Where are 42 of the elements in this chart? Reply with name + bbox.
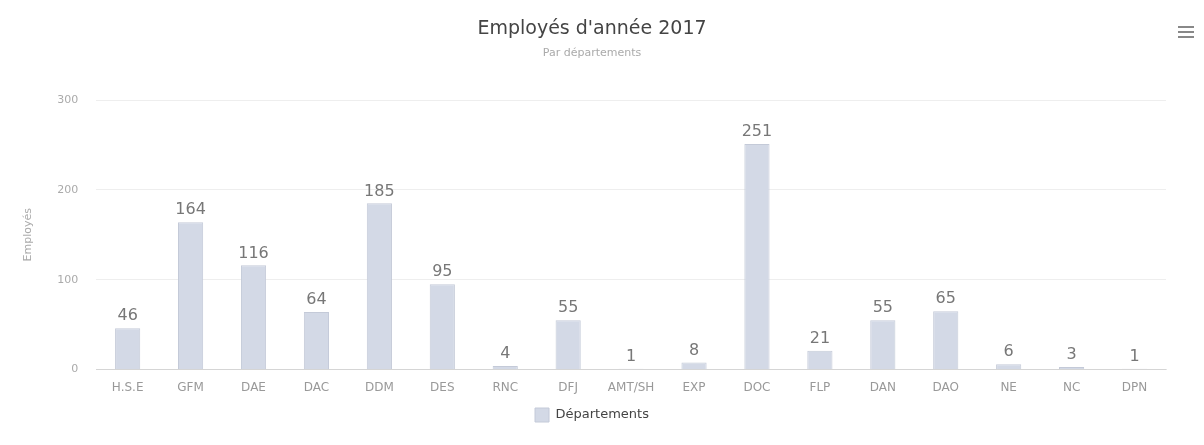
x-tick-label: DDM [364, 379, 394, 394]
legend-label: Départements [555, 406, 650, 422]
x-tick-label: GFM [177, 379, 204, 394]
data-label: 65 [935, 288, 956, 308]
y-tick-label: 0 [71, 362, 79, 376]
data-label: 116 [238, 242, 269, 262]
chart-title: Employés d'année 2017 [477, 16, 707, 39]
y-tick-label: 300 [57, 92, 79, 106]
data-label: 3 [1066, 344, 1077, 364]
x-tick-label: DFJ [558, 379, 579, 394]
data-label: 95 [432, 261, 453, 281]
data-label: 1 [1129, 345, 1140, 365]
data-label: 164 [175, 199, 206, 219]
y-tick-label: 100 [57, 272, 79, 286]
y-tick-label: 200 [57, 182, 79, 196]
data-label: 55 [557, 297, 579, 317]
x-tick-label: DOC [743, 379, 771, 394]
x-tick-label: NE [1000, 379, 1017, 394]
x-tick-label: EXP [682, 379, 706, 394]
x-tick-label: AMT/SH [607, 379, 655, 394]
data-label: 21 [809, 327, 831, 347]
data-label: 6 [1003, 341, 1014, 361]
x-tick-label: DES [430, 379, 455, 394]
data-label: 4 [500, 343, 511, 363]
x-tick-label: DAN [869, 379, 896, 394]
chart-subtitle: Par départements [542, 46, 642, 60]
x-tick-label: H.S.E [111, 379, 144, 394]
x-tick-label: DAE [241, 379, 266, 394]
data-label: 251 [741, 121, 773, 141]
x-tick-label: RNC [492, 379, 519, 394]
x-tick-label: DPN [1121, 379, 1148, 394]
x-tick-label: FLP [809, 379, 831, 394]
data-label: 64 [306, 289, 327, 309]
data-label: 185 [364, 180, 395, 200]
data-label: 46 [117, 305, 138, 325]
data-label: 8 [688, 339, 700, 359]
x-tick-label: DAC [303, 379, 330, 394]
data-label: 1 [626, 345, 637, 365]
x-tick-label: DAO [932, 379, 959, 394]
data-label: 55 [872, 297, 893, 317]
y-axis-title: Employés [21, 207, 35, 262]
x-tick-label: NC [1062, 379, 1081, 394]
